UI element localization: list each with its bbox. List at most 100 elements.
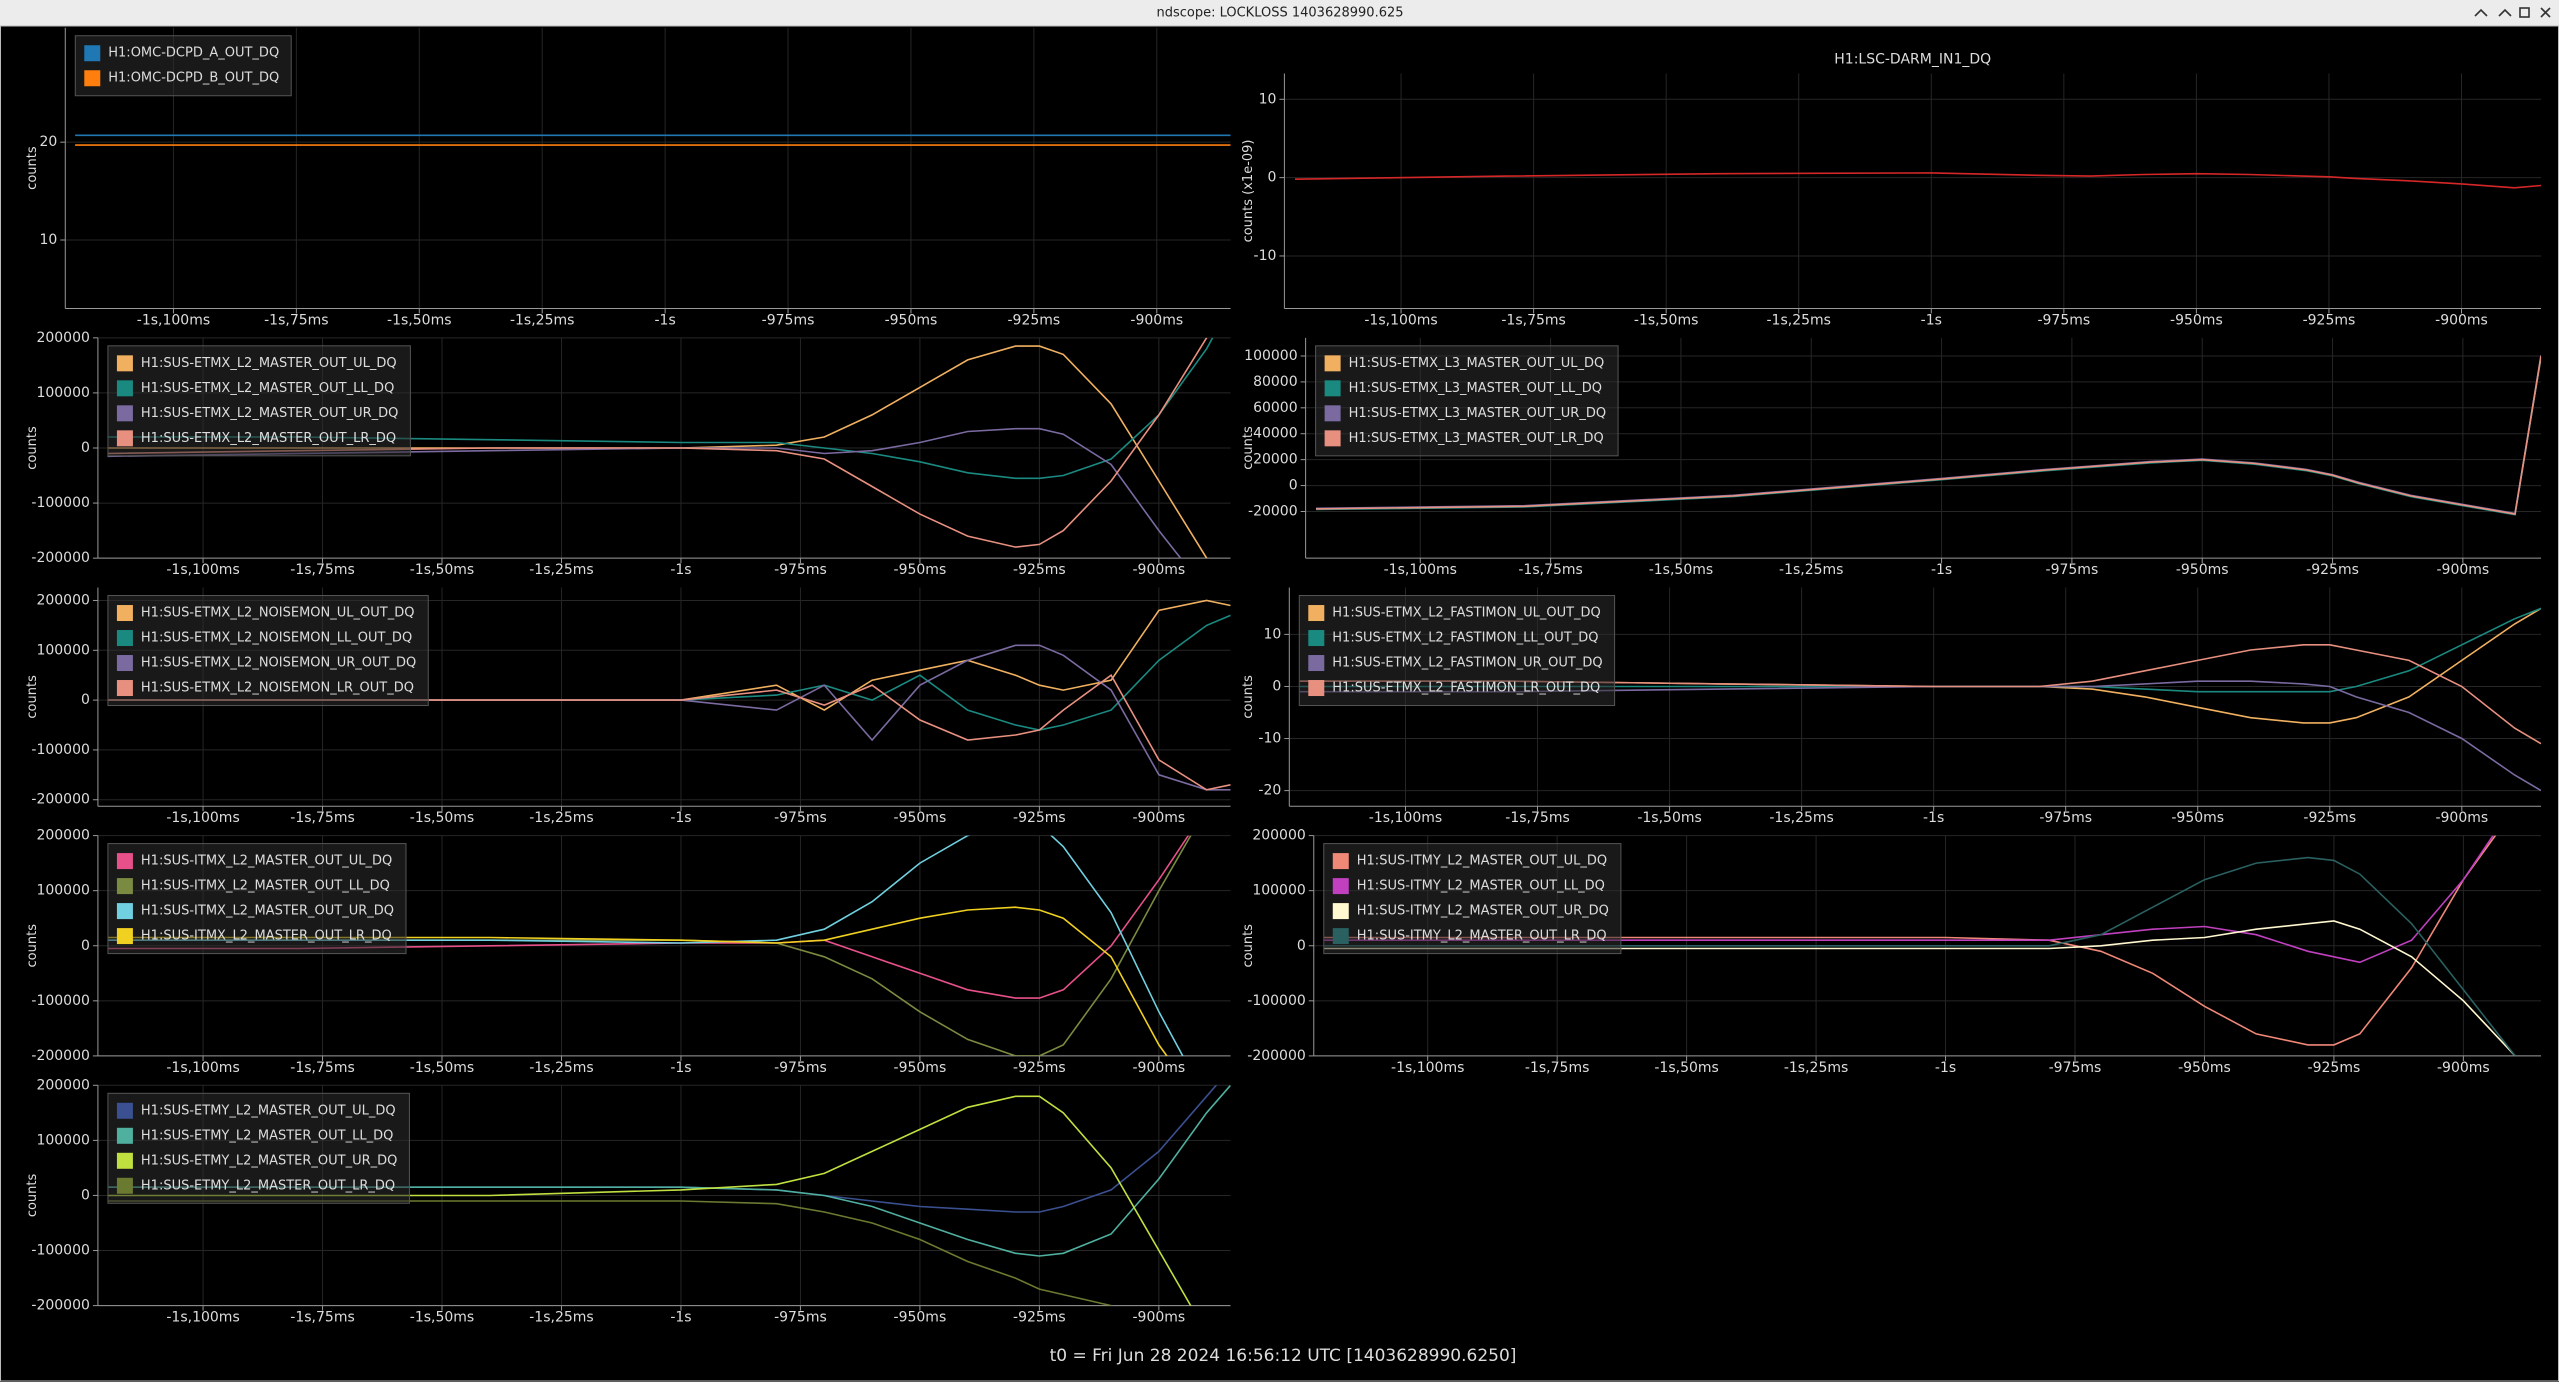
restore-button[interactable] <box>2519 7 2530 18</box>
legend: H1:SUS-ETMY_L2_MASTER_OUT_UL_DQ H1:SUS-ET… <box>107 1092 410 1204</box>
legend-label: H1:SUS-ETMX_L2_NOISEMON_LR_OUT_DQ <box>141 681 414 696</box>
series-line <box>1324 835 2497 1046</box>
x-tick-label: -1s <box>1935 1060 1956 1076</box>
x-tick-label: -1s,100ms <box>166 810 239 826</box>
legend-label: H1:SUS-ETMY_L2_MASTER_OUT_UR_DQ <box>141 1153 398 1168</box>
legend-label: H1:SUS-ETMX_L2_MASTER_OUT_UR_DQ <box>141 406 398 421</box>
x-tick-label: -975ms <box>774 1060 827 1076</box>
x-tick-label: -925ms <box>1013 1310 1066 1326</box>
y-tick-label: 200000 <box>36 828 89 844</box>
x-tick-label: -1s,100ms <box>1364 312 1437 328</box>
close-button[interactable] <box>2540 7 2551 18</box>
x-tick-label: -1s <box>654 312 675 328</box>
legend-swatch <box>116 903 133 920</box>
x-tick-label: -1s,50ms <box>410 562 474 578</box>
y-tick-label: 10 <box>1259 91 1277 107</box>
x-tick-label: -900ms <box>2435 312 2488 328</box>
x-tick-label: -900ms <box>2435 810 2488 826</box>
plot: -1s,100ms -1s,75ms -1s,50ms -1s,25ms -1s -975… <box>1241 337 2542 578</box>
x-tick-label: -975ms <box>774 1310 827 1326</box>
legend-label: H1:SUS-ETMX_L2_NOISEMON_LL_OUT_DQ <box>141 631 412 646</box>
x-tick-label: -1s <box>670 562 691 578</box>
legend-label: H1:SUS-ETMX_L3_MASTER_OUT_UL_DQ <box>1349 356 1605 371</box>
legend-label: H1:SUS-ETMX_L2_FASTIMON_UL_OUT_DQ <box>1332 606 1601 621</box>
y-tick-label: 200000 <box>36 592 89 608</box>
legend-swatch <box>116 928 133 945</box>
y-axis-label: counts <box>1241 675 1256 719</box>
plot-lines <box>1315 355 2542 516</box>
y-axis-label: counts <box>25 1174 40 1218</box>
legend-label: H1:SUS-ETMX_L3_MASTER_OUT_LR_DQ <box>1349 431 1604 446</box>
series-line <box>107 1085 1231 1257</box>
series-line <box>1324 835 2494 964</box>
x-tick-label: -1s,25ms <box>1784 1060 1848 1076</box>
y-axis-label: counts (x1e-09) <box>1241 139 1256 242</box>
x-tick-label: -1s,25ms <box>529 1310 593 1326</box>
plot: -1s,100ms -1s,75ms -1s,50ms -1s,25ms -1s -975… <box>25 1077 1231 1326</box>
legend-box <box>74 35 292 97</box>
x-tick-label: -950ms <box>894 1060 947 1076</box>
y-axis-label: counts <box>1241 426 1256 470</box>
x-tick-label: -1s,75ms <box>290 1310 354 1326</box>
series-line <box>1324 920 2517 1056</box>
x-tick-label: -1s,50ms <box>410 1310 474 1326</box>
legend-swatch <box>1324 405 1341 422</box>
x-tick-label: -1s,25ms <box>1766 312 1830 328</box>
legend-label: H1:SUS-ITMX_L2_MASTER_OUT_LR_DQ <box>141 929 392 944</box>
legend-swatch <box>116 380 133 397</box>
x-tick-label: -925ms <box>1013 562 1066 578</box>
x-tick-label: -1s,100ms <box>1391 1060 1464 1076</box>
y-axis-label: counts <box>25 426 40 470</box>
x-tick-label: -950ms <box>2171 810 2224 826</box>
plot-lines <box>107 1085 1231 1306</box>
y-tick-label: 100000 <box>36 1132 89 1148</box>
plot: -1s,100ms -1s,75ms -1s,50ms -1s,25ms -1s -975… <box>25 330 1231 578</box>
footer-t0: t0 = Fri Jun 28 2024 16:56:12 UTC [14036… <box>1050 1346 1517 1366</box>
x-tick-label: -900ms <box>2437 1060 2490 1076</box>
legend-label: H1:SUS-ETMX_L2_FASTIMON_UR_OUT_DQ <box>1332 656 1602 671</box>
legend-swatch <box>116 1102 133 1119</box>
legend-label: H1:SUS-ETMX_L2_NOISEMON_UR_OUT_DQ <box>141 656 416 671</box>
maximize-button[interactable] <box>2498 8 2512 17</box>
y-tick-label: 200000 <box>1252 828 1305 844</box>
legend: H1:SUS-ETMX_L2_MASTER_OUT_UL_DQ H1:SUS-ET… <box>107 345 411 457</box>
legend-label: H1:SUS-ETMX_L2_NOISEMON_UL_OUT_DQ <box>141 606 415 621</box>
legend-swatch <box>1332 853 1349 870</box>
x-tick-label: -950ms <box>894 562 947 578</box>
x-tick-label: -975ms <box>2039 810 2092 826</box>
legend-swatch <box>116 355 133 372</box>
y-tick-label: 0 <box>1267 170 1276 186</box>
legend-label: H1:SUS-ETMX_L2_MASTER_OUT_LL_DQ <box>141 381 394 396</box>
series-line <box>1315 355 2542 516</box>
legend-box <box>107 843 407 955</box>
plot-lines <box>107 835 1192 1056</box>
x-tick-label: -1s,50ms <box>410 1060 474 1076</box>
x-tick-label: -1s,100ms <box>137 312 210 328</box>
legend-box <box>107 595 429 707</box>
y-tick-label: -200000 <box>31 550 90 566</box>
legend: H1:SUS-ETMX_L3_MASTER_OUT_UL_DQ H1:SUS-ET… <box>1315 345 1619 457</box>
legend-label: H1:SUS-ITMY_L2_MASTER_OUT_UR_DQ <box>1357 904 1609 919</box>
legend-swatch <box>1324 380 1341 397</box>
x-tick-label: -1s,25ms <box>529 562 593 578</box>
plot: -1s,100ms -1s,75ms -1s,50ms -1s,25ms -1s -975… <box>1241 51 2542 328</box>
x-tick-label: -975ms <box>774 810 827 826</box>
plot-lines <box>1324 835 2517 1056</box>
x-tick-label: -950ms <box>2178 1060 2231 1076</box>
series-line <box>107 337 1214 480</box>
legend-swatch <box>116 680 133 697</box>
y-axis-label: counts <box>25 146 40 190</box>
y-tick-label: -100000 <box>31 1243 90 1259</box>
x-tick-label: -950ms <box>885 312 938 328</box>
y-tick-label: 0 <box>81 1187 90 1203</box>
x-tick-label: -1s,75ms <box>1518 562 1582 578</box>
y-tick-label: -100000 <box>31 742 90 758</box>
y-tick-label: 200000 <box>36 330 89 346</box>
x-tick-label: -1s,75ms <box>1525 1060 1589 1076</box>
y-tick-label: -10 <box>1254 248 1277 264</box>
legend-label: H1:SUS-ITMY_L2_MASTER_OUT_LR_DQ <box>1357 929 1607 944</box>
series-line <box>1299 607 2542 693</box>
x-tick-label: -1s <box>1931 562 1952 578</box>
legend-swatch <box>116 405 133 422</box>
minimize-button[interactable] <box>2474 8 2488 17</box>
